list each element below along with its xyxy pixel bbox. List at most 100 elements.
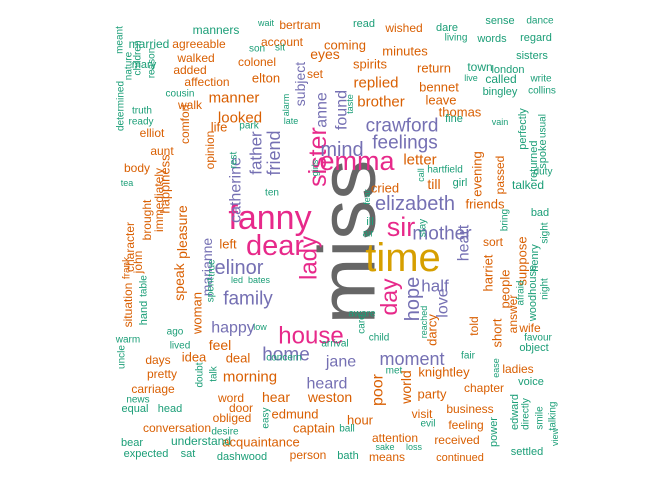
word-sister: sister	[304, 127, 332, 187]
word-words: words	[476, 33, 507, 45]
word-nature: nature	[124, 51, 135, 80]
word-reached: reached	[419, 306, 429, 339]
word-body: body	[124, 161, 150, 175]
word-son: son	[249, 44, 265, 55]
word-elton: elton	[252, 71, 280, 86]
word-edward: edward	[509, 394, 521, 430]
word-fine: fine	[445, 113, 463, 125]
word-dashwood: dashwood	[217, 451, 267, 463]
word-crawford: crawford	[366, 116, 439, 137]
word-sort: sort	[483, 235, 504, 249]
word-coming: coming	[324, 38, 366, 53]
word-cried: cried	[371, 181, 399, 196]
word-voice: voice	[518, 376, 544, 388]
word-party: party	[418, 387, 447, 402]
word-home: home	[262, 345, 310, 366]
word-bates: bates	[248, 275, 271, 285]
word-ago: ago	[167, 327, 184, 338]
word-reason: reason	[147, 48, 158, 79]
word-ten: ten	[265, 188, 279, 199]
word-replied: replied	[353, 75, 398, 92]
word-suppose: suppose	[515, 236, 530, 285]
word-mary: mary	[132, 59, 157, 71]
word-short: short	[490, 318, 505, 347]
word-girls: girls	[310, 159, 320, 176]
word-harriet: harriet	[481, 254, 496, 291]
word-london: london	[491, 64, 524, 76]
word-sight: sight	[540, 222, 551, 243]
word-settled: settled	[511, 446, 543, 458]
word-immediately: immediately	[152, 168, 166, 232]
word-emma: emma	[319, 146, 395, 176]
word-call: call	[416, 168, 426, 182]
word-loss: loss	[406, 442, 423, 452]
word-rest: rest	[229, 151, 240, 168]
word-frank: frank	[122, 256, 133, 279]
word-obliged: obliged	[213, 411, 252, 425]
word-uncle: uncle	[117, 345, 128, 369]
word-air: air	[362, 229, 374, 240]
word-hand: hand	[138, 301, 150, 325]
word-happy: happy	[211, 320, 255, 337]
word-thomas: thomas	[439, 105, 482, 120]
word-ill: ill	[366, 216, 373, 228]
word-wife: wife	[518, 321, 541, 335]
word-bear: bear	[121, 437, 143, 449]
word-time: time	[365, 236, 441, 280]
word-stay: stay	[418, 219, 429, 237]
word-added: added	[173, 63, 206, 77]
word-conversation: conversation	[143, 421, 211, 435]
word-living: living	[445, 33, 468, 44]
word-read: read	[353, 18, 375, 30]
word-attention: attention	[372, 431, 418, 445]
word-warm: warm	[115, 335, 140, 346]
word-speak: speak	[171, 262, 187, 300]
word-dance: dance	[526, 16, 554, 27]
word-care: care	[357, 314, 368, 334]
word-business: business	[446, 402, 493, 416]
word-usual: usual	[538, 114, 549, 138]
word-looked: looked	[218, 110, 262, 127]
word-wished: wished	[384, 21, 422, 35]
word-doubt: doubt	[195, 362, 206, 387]
word-low: low	[253, 322, 267, 332]
word-ready: ready	[128, 117, 153, 128]
word-talk: talk	[209, 365, 220, 382]
word-situation: situation	[121, 283, 135, 328]
word-leave: leave	[425, 93, 456, 108]
word-sisters: sisters	[516, 50, 548, 62]
word-feeling: feeling	[448, 418, 483, 432]
word-dare: dare	[436, 22, 458, 34]
word-told: told	[467, 316, 481, 335]
word-tea: tea	[121, 178, 134, 188]
word-bennet: bennet	[419, 80, 459, 95]
word-morning: morning	[223, 369, 277, 386]
word-word: word	[217, 391, 244, 405]
word-concern: concern	[266, 353, 302, 364]
word-affection: affection	[184, 75, 229, 89]
word-object: object	[519, 342, 548, 354]
word-live: live	[464, 73, 478, 83]
word-sake: sake	[375, 442, 394, 452]
word-fanny: fanny	[228, 199, 311, 237]
word-late: late	[284, 116, 299, 126]
word-easy: easy	[261, 407, 272, 428]
word-feelings: feelings	[372, 133, 438, 154]
word-idea: idea	[182, 350, 207, 365]
word-woman: woman	[190, 292, 205, 335]
word-captain: captain	[293, 421, 335, 436]
word-henry: henry	[529, 244, 541, 272]
word-brother: brother	[357, 94, 405, 111]
word-arrival: arrival	[321, 339, 348, 350]
word-edmund: edmund	[272, 407, 319, 422]
word-world: world	[398, 370, 414, 404]
word-day: day	[376, 278, 402, 316]
word-minutes: minutes	[382, 44, 428, 59]
word-write: write	[529, 74, 552, 85]
word-marianne: marianne	[199, 238, 215, 297]
word-opinion: opinion	[203, 131, 217, 170]
word-character: character	[123, 222, 137, 272]
word-equal: equal	[122, 403, 149, 415]
word-fear: fear	[362, 189, 372, 205]
word-girl: girl	[453, 177, 468, 189]
